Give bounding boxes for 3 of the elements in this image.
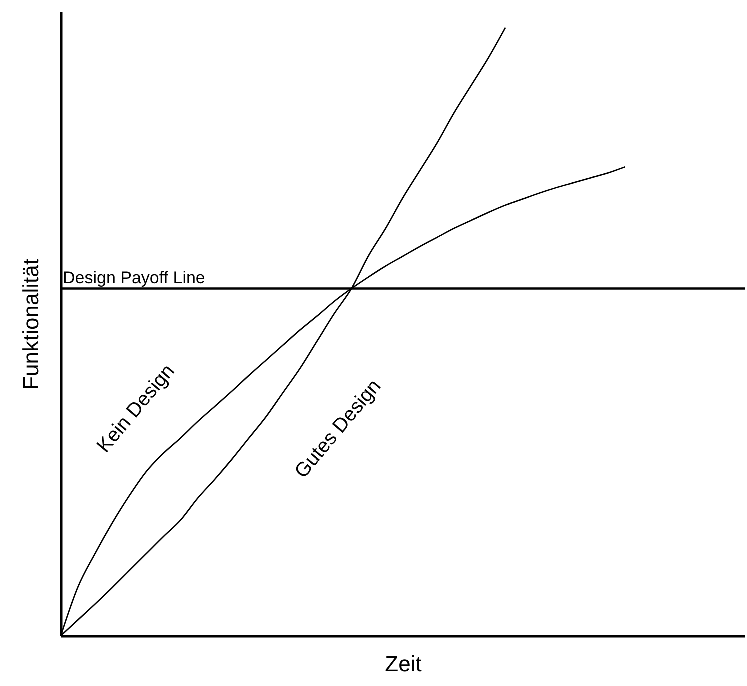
ref-line-label: Design Payoff Line bbox=[63, 268, 206, 288]
x-axis-title: Zeit bbox=[385, 652, 422, 676]
y-axis-title: Funktionalität bbox=[18, 259, 44, 390]
